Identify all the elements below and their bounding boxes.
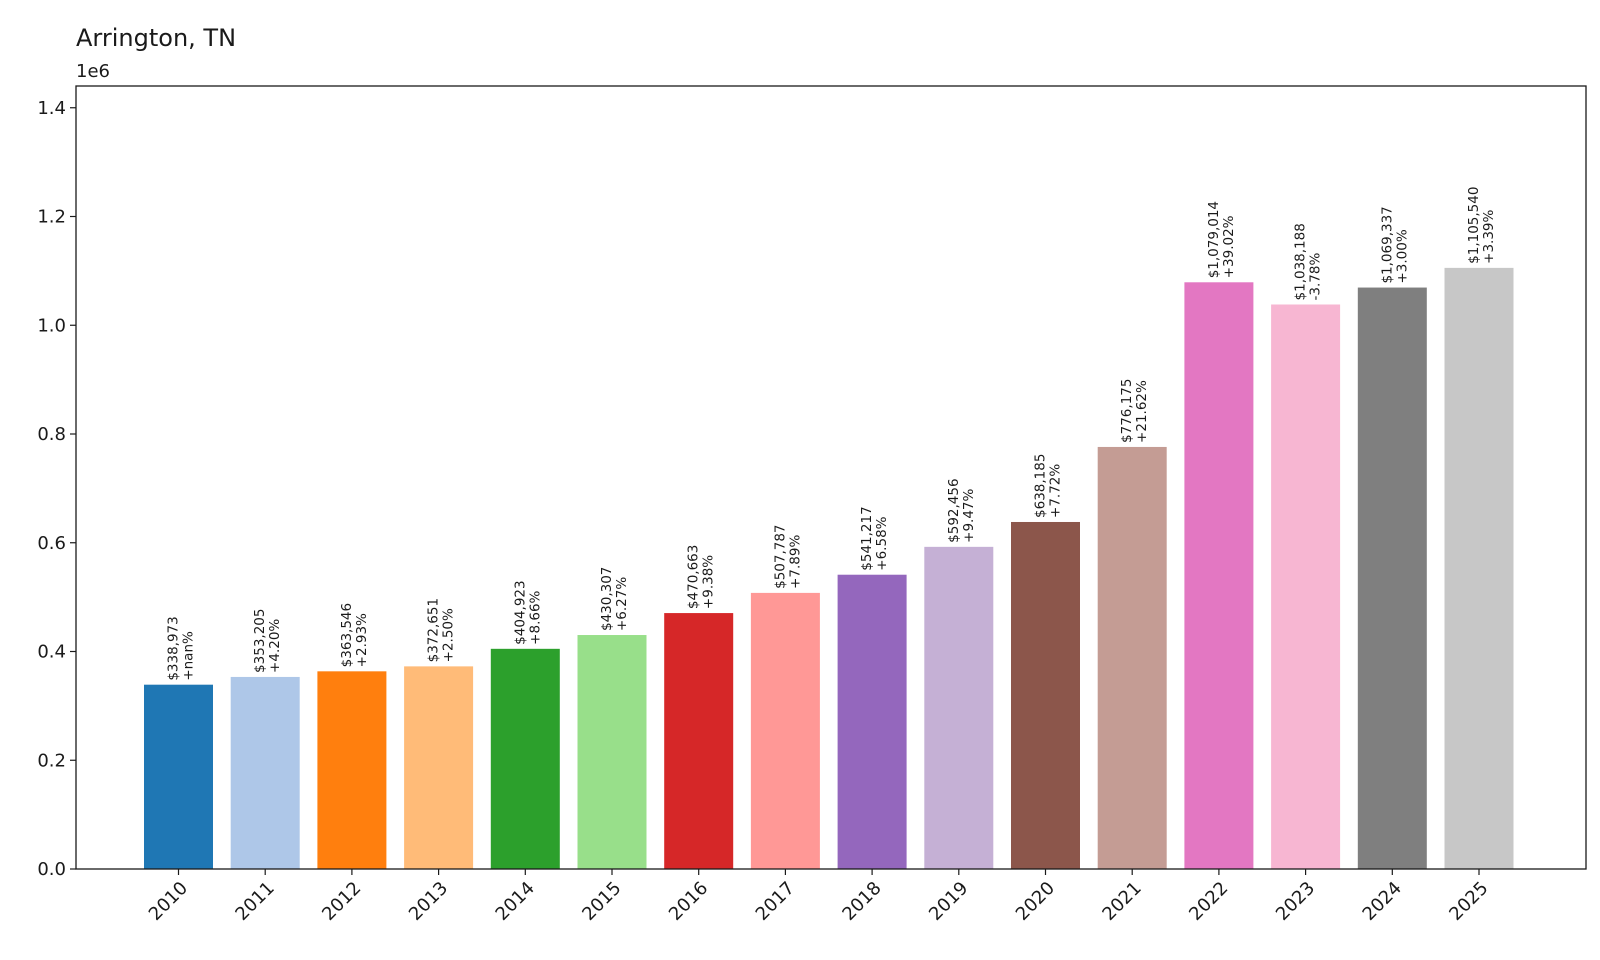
value-label: $776,175 <box>1119 379 1135 443</box>
bar-2013 <box>404 666 474 869</box>
bar-2024 <box>1357 287 1427 870</box>
change-label: +6.27% <box>614 577 630 631</box>
bars-layer <box>144 267 1514 870</box>
x-tick-label: 2018 <box>838 878 885 925</box>
plot-frame <box>75 85 1587 870</box>
bar-2019 <box>924 546 994 869</box>
x-tick-label: 2015 <box>578 878 625 925</box>
change-label: +9.47% <box>961 488 977 542</box>
y-tick-label: 0.4 <box>37 642 66 663</box>
change-label: +21.62% <box>1134 380 1150 443</box>
change-label: +9.38% <box>701 555 717 609</box>
y-tick-label: 0.2 <box>37 750 66 771</box>
bar-2015 <box>577 635 647 869</box>
bar-2011 <box>230 676 300 869</box>
x-tick-label: 2016 <box>665 878 712 925</box>
bar-2012 <box>317 671 387 869</box>
value-label: $363,546 <box>339 603 355 667</box>
change-label: -3.78% <box>1308 253 1324 301</box>
y-axis-offset-label: 1e6 <box>76 61 110 82</box>
x-tick-label: 2011 <box>231 878 278 925</box>
value-label: $470,663 <box>686 545 702 609</box>
bar-2014 <box>490 648 560 869</box>
value-label: $353,205 <box>252 609 268 673</box>
change-label: +7.89% <box>787 535 803 589</box>
bar-2023 <box>1271 304 1341 870</box>
bar-2020 <box>1011 521 1080 869</box>
x-tick-label: 2024 <box>1359 878 1406 925</box>
x-tick-label: 2023 <box>1272 878 1319 925</box>
x-tick-label: 2022 <box>1185 878 1232 925</box>
y-tick-label: 1.2 <box>37 207 66 228</box>
value-label: $1,105,540 <box>1466 187 1482 264</box>
value-label: $1,038,188 <box>1293 223 1309 300</box>
change-label: +39.02% <box>1221 215 1237 278</box>
x-tick-label: 2014 <box>492 878 539 925</box>
value-label: $338,973 <box>166 616 182 680</box>
x-tick-label: 2012 <box>318 878 365 925</box>
x-tick-label: 2019 <box>925 878 972 925</box>
chart-title: Arrington, TN <box>76 24 236 52</box>
y-tick-label: 1.0 <box>37 315 66 336</box>
bar-2017 <box>750 592 820 869</box>
bar-2016 <box>664 613 734 869</box>
y-axis: 0.0 0.2 0.4 0.6 0.8 1.0 1.2 1.4 <box>37 98 76 880</box>
x-axis: 2010 2011 2012 2013 2014 2015 2016 2017 2018 2019… <box>145 869 1493 925</box>
value-label: $507,787 <box>772 524 788 588</box>
bar-2010 <box>144 684 213 869</box>
x-tick-label: 2017 <box>752 878 799 925</box>
change-label: +2.93% <box>354 613 370 667</box>
change-label: +3.00% <box>1394 229 1410 283</box>
value-label: $592,456 <box>946 478 962 542</box>
y-tick-label: 1.4 <box>37 98 66 119</box>
x-tick-label: 2013 <box>405 878 452 925</box>
x-tick-label: 2020 <box>1012 878 1059 925</box>
value-label: $1,079,014 <box>1206 201 1222 278</box>
value-label: $372,651 <box>426 598 442 662</box>
data-labels-layer: $338,973 +nan% $353,205 +4.20% $363,546 +2.93… <box>166 187 1498 681</box>
change-label: +2.50% <box>441 608 457 662</box>
x-tick-label: 2010 <box>145 878 192 925</box>
y-tick-label: 0.0 <box>37 859 66 880</box>
bar-2022 <box>1184 282 1254 869</box>
value-label: $1,069,337 <box>1379 206 1395 283</box>
change-label: +8.66% <box>527 590 543 644</box>
value-label: $430,307 <box>599 567 615 631</box>
bar-2021 <box>1097 446 1167 869</box>
x-tick-label: 2025 <box>1445 878 1492 925</box>
change-label: +7.72% <box>1048 464 1064 518</box>
value-label: $638,185 <box>1033 454 1049 518</box>
bar-2018 <box>837 574 907 869</box>
value-label: $404,923 <box>512 580 528 644</box>
bar-2025 <box>1444 267 1514 869</box>
y-tick-label: 0.6 <box>37 533 66 554</box>
change-label: +nan% <box>181 631 197 681</box>
y-tick-label: 0.8 <box>37 424 66 445</box>
x-tick-label: 2021 <box>1098 878 1145 925</box>
change-label: +6.58% <box>874 516 890 570</box>
change-label: +3.39% <box>1481 209 1497 263</box>
value-label: $541,217 <box>859 506 875 570</box>
change-label: +4.20% <box>267 619 283 673</box>
